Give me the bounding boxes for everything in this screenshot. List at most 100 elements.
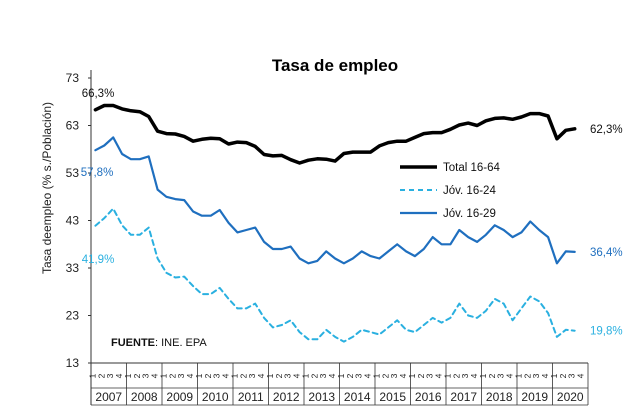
axes-layer: 1323334353637320071234200812342009123420…: [66, 70, 589, 406]
series-line: [94, 136, 576, 265]
series-layer: [93, 103, 577, 343]
source-label: FUENTE: [111, 337, 155, 349]
legend-label: Jóv. 16-29: [443, 208, 496, 220]
series-line: [94, 207, 576, 343]
x-quarter-label: 3: [354, 373, 364, 378]
series-line: [93, 103, 577, 165]
x-quarter-label: 3: [496, 373, 506, 378]
y-tick-label: 33: [66, 261, 80, 275]
series-last-label: 62,3%: [590, 124, 623, 136]
x-quarter-label: 4: [292, 373, 302, 378]
x-quarter-label: 3: [141, 373, 151, 378]
x-year-label: 2010: [202, 390, 229, 404]
x-year-label: 2008: [131, 390, 158, 404]
x-quarter-label: 1: [371, 373, 381, 378]
legend: Total 16-64 Jóv. 16-24 Jóv. 16-29: [400, 162, 501, 220]
source-text: : INE. EPA: [155, 337, 207, 349]
series-last-label: 36,4%: [590, 247, 623, 259]
x-quarter-label: 2: [451, 373, 461, 378]
x-quarter-label: 4: [114, 373, 124, 378]
x-quarter-label: 1: [123, 373, 133, 378]
x-quarter-label: 4: [150, 373, 160, 378]
series-first-label: 66,3%: [82, 88, 115, 100]
x-quarter-label: 1: [87, 373, 97, 378]
x-quarter-label: 3: [105, 373, 115, 378]
x-quarter-label: 2: [558, 373, 568, 378]
y-tick-label: 43: [66, 214, 80, 228]
x-year-label: 2017: [450, 390, 477, 404]
x-quarter-label: 2: [345, 373, 355, 378]
source-note: FUENTE: INE. EPA: [111, 337, 207, 349]
x-quarter-label: 1: [265, 373, 275, 378]
x-quarter-label: 2: [132, 373, 142, 378]
x-quarter-label: 1: [442, 373, 452, 378]
x-quarter-label: 3: [389, 373, 399, 378]
x-year-label: 2019: [521, 390, 548, 404]
x-quarter-label: 4: [363, 373, 373, 378]
x-quarter-label: 2: [238, 373, 248, 378]
x-quarter-label: 4: [469, 373, 479, 378]
x-year-label: 2011: [238, 390, 264, 404]
x-quarter-label: 1: [158, 373, 168, 378]
x-year-label: 2009: [166, 390, 193, 404]
x-quarter-label: 1: [229, 373, 239, 378]
chart-title: Tasa de empleo: [272, 56, 398, 75]
x-quarter-label: 2: [416, 373, 426, 378]
x-quarter-label: 2: [487, 373, 497, 378]
x-quarter-label: 3: [531, 373, 541, 378]
x-quarter-label: 2: [96, 373, 106, 378]
y-tick-label: 73: [66, 71, 80, 85]
x-year-label: 2016: [415, 390, 442, 404]
x-quarter-label: 4: [540, 373, 550, 378]
x-quarter-label: 1: [336, 373, 346, 378]
series-first-label: 57,8%: [81, 167, 114, 179]
y-tick-label: 13: [66, 356, 80, 370]
x-year-label: 2015: [379, 390, 406, 404]
legend-label: Jóv. 16-24: [443, 185, 496, 197]
x-quarter-label: 3: [460, 373, 470, 378]
x-quarter-label: 3: [283, 373, 293, 378]
x-quarter-label: 3: [247, 373, 257, 378]
x-quarter-label: 2: [380, 373, 390, 378]
series-first-label: 41,9%: [82, 254, 115, 266]
x-year-label: 2020: [557, 390, 584, 404]
series-last-label: 19,8%: [590, 326, 623, 338]
data-labels-layer: 66,3% 62,3% 41,9% 19,8% 57,8% 36,4%: [81, 88, 623, 338]
x-year-label: 2007: [95, 390, 122, 404]
x-quarter-label: 4: [256, 373, 266, 378]
x-quarter-label: 1: [478, 373, 488, 378]
x-quarter-label: 1: [407, 373, 417, 378]
x-year-label: 2018: [486, 390, 513, 404]
x-quarter-label: 2: [522, 373, 532, 378]
x-quarter-label: 1: [300, 373, 310, 378]
x-quarter-label: 3: [318, 373, 328, 378]
x-quarter-label: 2: [309, 373, 319, 378]
x-quarter-label: 1: [194, 373, 204, 378]
x-quarter-label: 4: [434, 373, 444, 378]
x-quarter-label: 2: [167, 373, 177, 378]
x-quarter-label: 4: [185, 373, 195, 378]
x-quarter-label: 3: [212, 373, 222, 378]
x-quarter-label: 4: [398, 373, 408, 378]
y-tick-label: 63: [66, 119, 80, 133]
x-quarter-label: 2: [203, 373, 213, 378]
x-quarter-label: 1: [549, 373, 559, 378]
x-quarter-label: 2: [274, 373, 284, 378]
legend-label: Total 16-64: [443, 162, 501, 174]
x-quarter-label: 4: [327, 373, 337, 378]
y-tick-label: 53: [66, 166, 80, 180]
x-quarter-label: 4: [221, 373, 231, 378]
x-quarter-label: 4: [576, 373, 586, 378]
x-year-label: 2012: [273, 390, 300, 404]
y-axis-title: Tasa deempleo (% s./Población): [40, 102, 54, 274]
x-quarter-label: 3: [567, 373, 577, 378]
x-quarter-label: 3: [176, 373, 186, 378]
x-year-label: 2014: [344, 390, 371, 404]
x-quarter-label: 3: [425, 373, 435, 378]
x-quarter-label: 1: [513, 373, 523, 378]
y-tick-label: 23: [66, 309, 80, 323]
x-year-label: 2013: [308, 390, 335, 404]
x-quarter-label: 4: [505, 373, 515, 378]
